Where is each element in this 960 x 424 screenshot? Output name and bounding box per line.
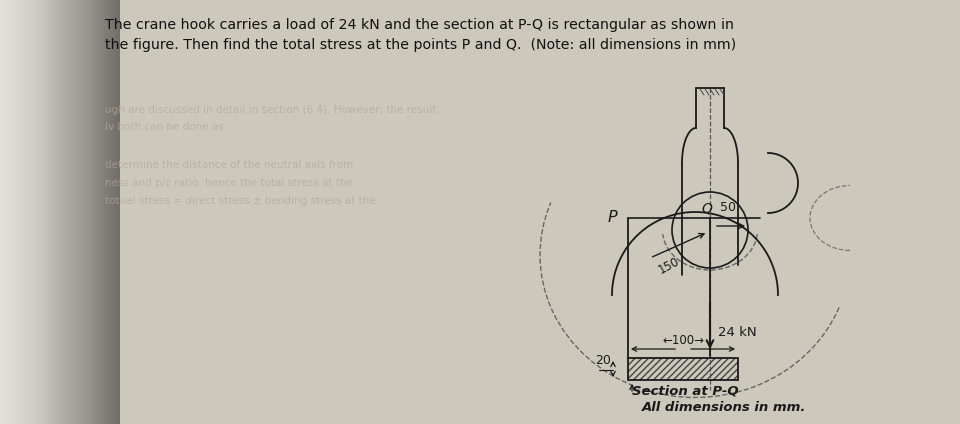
- Text: Q: Q: [702, 201, 712, 215]
- Text: lv both can be done as :: lv both can be done as :: [105, 122, 230, 132]
- Text: 50: 50: [720, 201, 736, 214]
- Text: determine the distance of the neutral axis from: determine the distance of the neutral ax…: [105, 160, 353, 170]
- Text: 20: 20: [595, 354, 611, 367]
- Bar: [628, 358, 738, 380]
- Text: All dimensions in mm.: All dimensions in mm.: [642, 401, 806, 414]
- Bar: [628, 358, 738, 380]
- Text: P: P: [608, 210, 617, 226]
- Text: Section at P-Q: Section at P-Q: [632, 385, 738, 398]
- Text: ugh are discussed in detail in section (6.4). However, the result: ugh are discussed in detail in section (…: [105, 105, 437, 115]
- Text: 24 kN: 24 kN: [718, 326, 756, 338]
- Text: The crane hook carries a load of 24 kN and the section at P-Q is rectangular as : The crane hook carries a load of 24 kN a…: [105, 18, 734, 32]
- Text: ←100→: ←100→: [662, 334, 704, 347]
- Text: the figure. Then find the total stress at the points P and Q.  (Note: all dimens: the figure. Then find the total stress a…: [105, 38, 736, 52]
- Text: ness and p/c ratio. hence the total stress at the: ness and p/c ratio. hence the total stre…: [105, 178, 353, 188]
- Text: 150: 150: [656, 255, 682, 277]
- Text: totual stress = direct stress ± bending stress at the: totual stress = direct stress ± bending …: [105, 196, 375, 206]
